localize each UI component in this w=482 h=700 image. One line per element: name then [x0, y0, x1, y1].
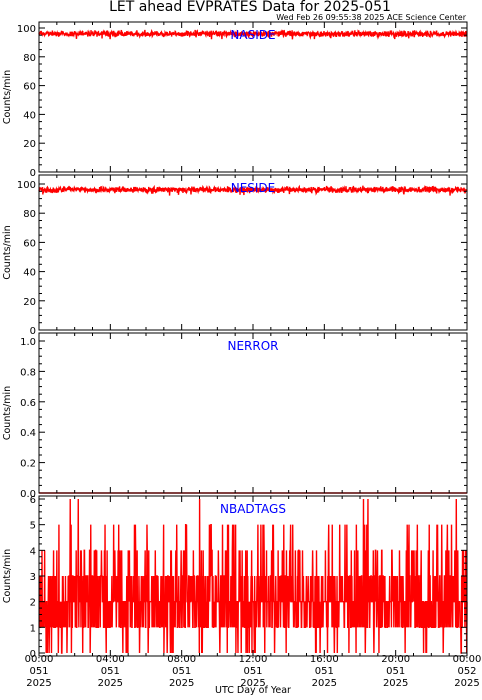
x-tick-label: 04:00: [96, 654, 125, 665]
y-tick-label: 0.2: [20, 459, 36, 470]
y-tick-label: 0.8: [20, 367, 36, 378]
y-tick-label: 0: [30, 326, 36, 337]
panel-label: NERROR: [227, 339, 278, 353]
plot-frame: [38, 174, 468, 331]
y-tick-label: 6: [30, 495, 36, 506]
x-tick-label: 2025: [169, 678, 194, 689]
y-tick-label: 60: [23, 82, 36, 93]
y-tick-label: 100: [17, 24, 36, 35]
x-tick-label: 2025: [240, 678, 265, 689]
x-tick-label: 20:00: [381, 654, 410, 665]
x-tick-label: 2025: [26, 678, 51, 689]
plot-frame: [38, 21, 468, 173]
panel-neside: 0 20 40 60 80 100 Counts/min NESIDE: [2, 174, 468, 337]
y-tick-label: 0: [30, 649, 36, 660]
x-axis-label: UTC Day of Year: [215, 685, 291, 696]
y-tick-label: 20: [23, 139, 36, 150]
x-tick-label: 08:00: [167, 654, 196, 665]
y-tick-label: 2: [30, 598, 36, 609]
y-tick-label: 1.0: [20, 337, 36, 348]
y-axis-label: Counts/min: [2, 70, 13, 124]
y-tick-label: 4: [30, 546, 36, 557]
panel-label: NASIDE: [230, 28, 275, 42]
generation-timestamp: Wed Feb 26 09:55:38 2025 ACE Science Cen…: [276, 13, 466, 22]
y-tick-label: 0.4: [20, 428, 36, 439]
panels-group: 020406080100Counts/minNASIDE020406080100…: [2, 21, 482, 689]
x-tick-labels: 00:00051202504:00051202508:00051202512:0…: [25, 654, 482, 689]
panel-naside: 0 20 40 60 80 100 Counts/min NASIDE: [2, 21, 468, 179]
y-tick-label: 40: [23, 110, 36, 121]
y-axis-label: Counts/min: [2, 225, 13, 279]
x-tick-label: 052: [457, 666, 476, 677]
y-tick-label: 80: [23, 53, 36, 64]
y-tick-label: 100: [17, 180, 36, 191]
y-tick-label: 60: [23, 238, 36, 249]
x-tick-label: 00:00: [453, 654, 482, 665]
y-tick-label: 5: [30, 521, 36, 532]
y-tick-label: 0.6: [20, 398, 36, 409]
series-line-naside: [38, 28, 468, 40]
y-axis-label: Counts/min: [2, 549, 13, 603]
y-tick-label: 1: [30, 623, 36, 634]
y-tick-label: 0: [30, 168, 36, 179]
x-tick-label: 00:00: [25, 654, 54, 665]
plot-frame: [38, 332, 468, 494]
panel-label: NBADTAGS: [220, 502, 286, 516]
x-tick-label: 2025: [454, 678, 479, 689]
y-tick-label: 40: [23, 268, 36, 279]
x-tick-label: 051: [315, 666, 334, 677]
x-tick-label: 051: [243, 666, 262, 677]
y-tick-label: 20: [23, 297, 36, 308]
y-tick-label: 80: [23, 209, 36, 220]
panel-nbadtags: 0 1 2 3 4 5 6 Counts/min NBADTAGS: [2, 495, 468, 660]
panel-label: NESIDE: [231, 181, 276, 195]
x-tick-label: 051: [386, 666, 405, 677]
y-axis-label: Counts/min: [2, 386, 13, 440]
x-tick-label: 16:00: [310, 654, 339, 665]
x-tick-label: 12:00: [239, 654, 268, 665]
x-tick-label: 051: [172, 666, 191, 677]
y-tick-label: 0.0: [20, 489, 36, 500]
x-tick-label: 051: [29, 666, 48, 677]
page-title: LET ahead EVPRATES Data for 2025-051: [109, 0, 391, 15]
series-line-nbadtags: [38, 498, 468, 654]
x-tick-label: 2025: [383, 678, 408, 689]
x-tick-label: 2025: [312, 678, 337, 689]
x-tick-label: 2025: [98, 678, 123, 689]
panel-nerror: 0.0 0.2 0.4 0.6 0.8 1.0 Counts/min NERROR: [2, 332, 468, 500]
x-tick-label: 051: [101, 666, 120, 677]
y-tick-label: 3: [30, 572, 36, 583]
series-line-neside: [38, 184, 468, 196]
